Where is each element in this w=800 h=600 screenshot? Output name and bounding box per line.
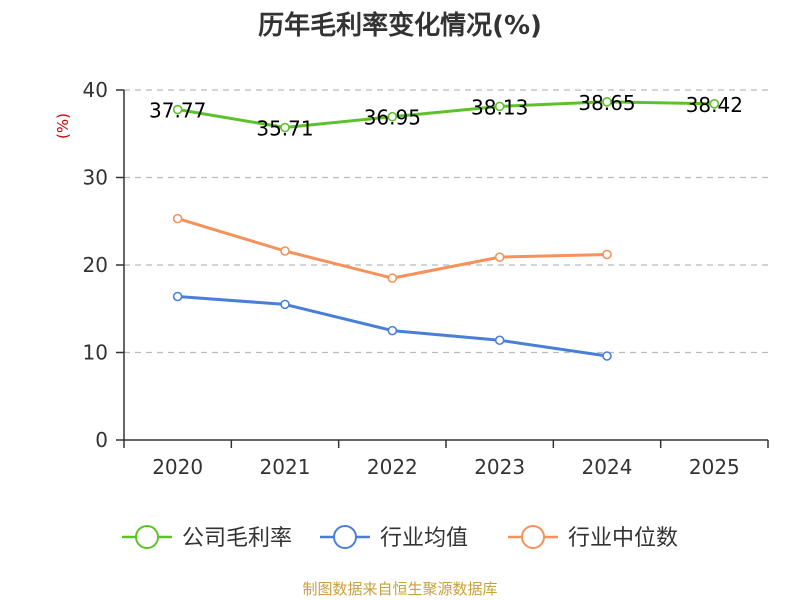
legend-label: 行业中位数: [568, 526, 678, 551]
legend-marker: [521, 525, 545, 549]
data-point: [494, 252, 505, 262]
legend-item-1: 行业均值: [320, 525, 468, 551]
data-label: 35.71: [256, 117, 313, 141]
data-point: [172, 291, 183, 302]
x-tick-label: 2024: [582, 455, 633, 479]
series-line: [177, 217, 608, 280]
legend-marker: [135, 525, 159, 549]
series-0: [172, 97, 720, 133]
y-tick-label: 30: [83, 166, 108, 190]
x-tick-label: 2023: [474, 455, 525, 479]
axes: 0 10 20 30 40 2020 2021 2022 2023 2024 2025: [83, 78, 769, 479]
data-point: [387, 111, 398, 122]
legend-label: 公司毛利率: [182, 526, 292, 551]
data-point: [387, 325, 398, 336]
data-point: [280, 246, 290, 256]
data-point: [602, 97, 612, 107]
x-tick-label: 2025: [689, 455, 740, 479]
series-lines: [172, 97, 720, 361]
chart-title: 历年毛利率变化情况(%): [258, 10, 542, 41]
data-point: [494, 101, 505, 112]
y-tick-label: 0: [95, 428, 108, 452]
data-point: [280, 122, 290, 133]
legend-marker: [333, 525, 357, 549]
data-label: 38.13: [471, 95, 528, 119]
series-1: [172, 291, 612, 361]
x-tick-label: 2022: [367, 455, 418, 479]
data-point: [602, 249, 612, 260]
legend: 公司毛利率 行业均值 行业中位数: [122, 525, 678, 551]
data-label: 37.77: [149, 99, 206, 123]
data-point: [602, 351, 612, 361]
legend-label: 行业均值: [380, 526, 468, 551]
series-2: [172, 213, 612, 283]
gridlines: [124, 89, 768, 354]
source-note: 制图数据来自恒生聚源数据库: [302, 580, 497, 598]
y-tick-label: 10: [83, 341, 108, 365]
data-label: 36.95: [364, 106, 421, 130]
data-point: [280, 299, 290, 310]
legend-item-0: 公司毛利率: [122, 525, 292, 551]
data-point: [172, 104, 183, 115]
data-point: [172, 213, 183, 224]
data-point: [494, 335, 505, 346]
y-tick-label: 40: [83, 78, 108, 102]
series-line: [177, 100, 715, 129]
y-axis-unit: (%): [54, 113, 72, 139]
data-labels: 37.77 35.71 36.95 38.13 38.65 38.42: [149, 91, 743, 141]
data-label: 38.42: [686, 93, 743, 117]
data-point: [387, 273, 398, 283]
data-label: 38.65: [578, 91, 635, 115]
x-tick-label: 2020: [152, 455, 203, 479]
y-tick-label: 20: [83, 253, 108, 277]
legend-item-2: 行业中位数: [508, 525, 678, 551]
x-tick-label: 2021: [260, 455, 311, 479]
data-point: [709, 99, 720, 109]
